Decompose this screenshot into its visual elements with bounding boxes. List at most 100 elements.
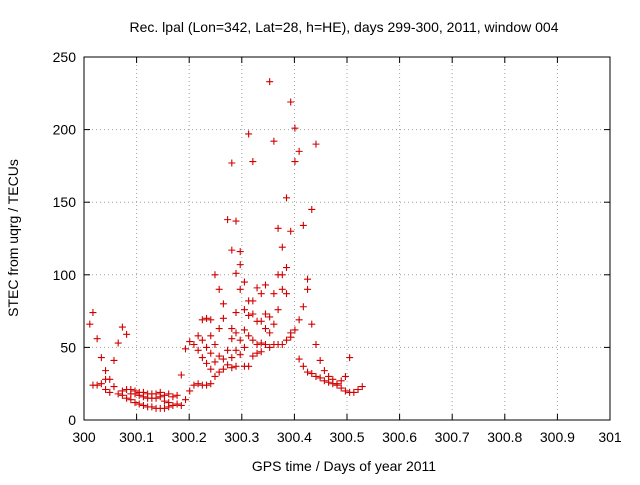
data-point-plus-marker (240, 278, 248, 286)
data-point-plus-marker (139, 393, 147, 401)
data-point-plus-marker (333, 381, 341, 389)
data-point-plus-marker (198, 336, 206, 344)
data-point-plus-marker (228, 246, 236, 254)
data-point-plus-marker (135, 391, 143, 399)
data-point-plus-marker (245, 332, 253, 340)
data-point-plus-marker (257, 290, 265, 298)
data-point-plus-marker (207, 380, 215, 388)
data-point-plus-marker (203, 343, 211, 351)
data-point-plus-marker (253, 284, 261, 292)
x-tick-label: 300.7 (435, 429, 470, 445)
data-point-plus-marker (312, 340, 320, 348)
data-point-plus-marker (341, 372, 349, 380)
y-tick-label: 250 (53, 49, 77, 65)
data-point-plus-marker (236, 336, 244, 344)
x-tick-label: 300.2 (172, 429, 207, 445)
data-point-plus-marker (152, 394, 160, 402)
data-point-plus-marker (249, 297, 257, 305)
x-tick-label: 300.6 (382, 429, 417, 445)
data-point-plus-marker (215, 285, 223, 293)
data-point-plus-marker (308, 370, 316, 378)
data-point-plus-marker (194, 332, 202, 340)
data-point-plus-marker (207, 365, 215, 373)
data-point-plus-marker (240, 326, 248, 334)
data-point-plus-marker (249, 310, 257, 318)
data-point-plus-marker (89, 309, 97, 317)
data-point-plus-marker (261, 310, 269, 318)
data-point-plus-marker (245, 130, 253, 138)
data-point-plus-marker (228, 354, 236, 362)
data-point-plus-marker (148, 403, 156, 411)
data-point-plus-marker (278, 285, 286, 293)
data-point-plus-marker (337, 377, 345, 385)
x-tick-label: 300.4 (277, 429, 312, 445)
data-point-plus-marker (283, 290, 291, 298)
data-point-plus-marker (110, 356, 118, 364)
data-point-plus-marker (295, 355, 303, 363)
data-point-plus-marker (253, 340, 261, 348)
data-point-plus-marker (173, 400, 181, 408)
data-point-plus-marker (139, 401, 147, 409)
data-point-plus-marker (232, 362, 240, 370)
data-point-plus-marker (299, 303, 307, 311)
data-point-plus-marker (86, 320, 94, 328)
data-point-plus-marker (278, 340, 286, 348)
data-point-plus-marker (215, 368, 223, 376)
data-point-plus-marker (190, 340, 198, 348)
chart-title: Rec. lpal (Lon=342, Lat=28, h=HE), days … (130, 19, 559, 35)
data-point-plus-marker (320, 377, 328, 385)
data-point-plus-marker (177, 401, 185, 409)
x-tick-label: 300.1 (119, 429, 154, 445)
data-point-plus-marker (224, 216, 232, 224)
data-point-plus-marker (219, 314, 227, 322)
data-point-plus-marker (304, 285, 312, 293)
data-point-plus-marker (102, 367, 110, 375)
data-point-plus-marker (308, 320, 316, 328)
data-point-plus-marker (194, 380, 202, 388)
x-tick-label: 300 (72, 429, 96, 445)
data-point-plus-marker (219, 365, 227, 373)
data-point-plus-marker (291, 158, 299, 166)
data-point-plus-marker (123, 330, 131, 338)
data-point-plus-marker (232, 309, 240, 317)
data-point-plus-marker (232, 217, 240, 225)
data-point-plus-marker (337, 384, 345, 392)
data-point-plus-marker (291, 124, 299, 132)
data-point-plus-marker (215, 325, 223, 333)
data-point-plus-marker (316, 374, 324, 382)
data-point-plus-marker (106, 375, 114, 383)
data-point-plus-marker (346, 354, 354, 362)
data-point-plus-marker (295, 316, 303, 324)
data-point-plus-marker (127, 396, 135, 404)
axis-ticks: 300 300.1 300.2 300.3 300.4 300.5 300.6 300.7 30… (53, 49, 622, 445)
x-tick-label: 300.5 (329, 429, 364, 445)
data-point-plus-marker (182, 396, 190, 404)
data-point-plus-marker (236, 261, 244, 269)
data-point-plus-marker (131, 390, 139, 398)
data-point-plus-marker (274, 306, 282, 314)
data-point-plus-marker (287, 333, 295, 341)
data-point-plus-marker (249, 336, 257, 344)
data-point-plus-marker (283, 336, 291, 344)
data-point-plus-marker (312, 372, 320, 380)
data-point-plus-marker (236, 285, 244, 293)
data-point-plus-marker (203, 314, 211, 322)
x-axis-title: GPS time / Days of year 2011 (252, 458, 436, 474)
y-tick-label: 100 (53, 267, 77, 283)
data-point-plus-marker (228, 335, 236, 343)
data-point-plus-marker (266, 343, 274, 351)
data-point-plus-marker (232, 269, 240, 277)
data-point-plus-marker (266, 329, 274, 337)
x-tick-label: 300.8 (487, 429, 522, 445)
y-tick-label: 0 (68, 412, 76, 428)
data-point-plus-marker (341, 387, 349, 395)
data-point-plus-marker (228, 325, 236, 333)
data-point-plus-marker (224, 346, 232, 354)
data-point-plus-marker (118, 391, 126, 399)
data-point-plus-marker (278, 243, 286, 251)
data-point-plus-marker (287, 98, 295, 106)
data-point-plus-marker (316, 356, 324, 364)
data-point-plus-marker (261, 325, 269, 333)
data-point-plus-marker (232, 346, 240, 354)
data-point-plus-marker (165, 390, 173, 398)
